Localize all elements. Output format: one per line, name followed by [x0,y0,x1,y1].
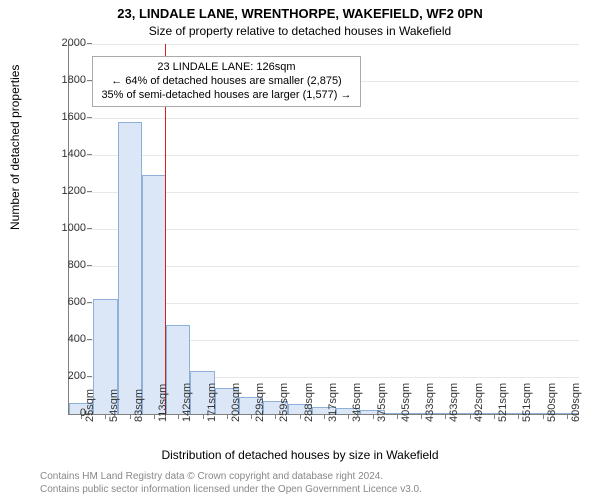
gridline-h [69,118,579,119]
x-tick-label: 113sqm [157,384,169,422]
y-tick-label: 200 [36,370,86,382]
x-tick-label: 288sqm [303,383,315,422]
y-tick-label: 1800 [36,74,86,86]
x-tick-mark [445,414,446,419]
histogram-bar [118,122,142,414]
x-tick-mark [275,414,276,419]
footer-line1: Contains HM Land Registry data © Crown c… [40,471,383,482]
x-tick-mark [470,414,471,419]
x-tick-mark [518,414,519,419]
x-tick-label: 229sqm [254,383,266,422]
y-tick-label: 1400 [36,148,86,160]
annotation-box: 23 LINDALE LANE: 126sqm← 64% of detached… [92,56,360,107]
x-tick-mark [373,414,374,419]
x-tick-label: 609sqm [570,383,582,422]
x-tick-label: 405sqm [400,383,412,422]
footer-line2: Contains public sector information licen… [40,484,422,495]
x-axis-label: Distribution of detached houses by size … [0,448,600,462]
x-tick-label: 346sqm [351,383,363,422]
x-tick-label: 54sqm [108,389,120,422]
x-tick-label: 521sqm [497,383,509,422]
y-tick-label: 1200 [36,185,86,197]
x-tick-mark [421,414,422,419]
x-tick-mark [324,414,325,419]
x-tick-label: 317sqm [327,383,339,422]
x-tick-label: 142sqm [181,383,193,422]
x-tick-label: 463sqm [448,383,460,422]
x-tick-mark [178,414,179,419]
x-tick-label: 433sqm [424,383,436,422]
annotation-line1: 23 LINDALE LANE: 126sqm [101,61,351,75]
x-tick-label: 83sqm [133,389,145,422]
y-tick-label: 800 [36,259,86,271]
x-tick-label: 259sqm [278,383,290,422]
x-tick-label: 551sqm [521,383,533,422]
gridline-h [69,44,579,45]
x-tick-mark [105,414,106,419]
plot-area: 23 LINDALE LANE: 126sqm← 64% of detached… [68,44,579,415]
x-tick-mark [130,414,131,419]
y-axis-label: Number of detached properties [8,65,22,230]
y-tick-label: 400 [36,333,86,345]
x-tick-mark [251,414,252,419]
x-tick-mark [348,414,349,419]
x-tick-mark [154,414,155,419]
annotation-line3: 35% of semi-detached houses are larger (… [101,89,351,103]
x-tick-mark [203,414,204,419]
x-tick-mark [494,414,495,419]
x-tick-label: 375sqm [376,383,388,422]
x-tick-label: 580sqm [546,383,558,422]
y-tick-label: 600 [36,296,86,308]
attribution-footer: Contains HM Land Registry data © Crown c… [40,471,422,496]
y-tick-label: 1000 [36,222,86,234]
x-tick-label: 200sqm [230,383,242,422]
x-tick-mark [397,414,398,419]
x-tick-mark [227,414,228,419]
annotation-line2: ← 64% of detached houses are smaller (2,… [101,75,351,89]
chart-title-line2: Size of property relative to detached ho… [0,24,600,38]
x-tick-label: 492sqm [473,383,485,422]
gridline-h [69,155,579,156]
y-tick-label: 2000 [36,37,86,49]
x-tick-mark [300,414,301,419]
x-tick-label: 171sqm [206,383,218,422]
histogram-bar [142,175,166,414]
x-tick-mark [543,414,544,419]
y-tick-label: 0 [36,407,86,419]
chart-title-line1: 23, LINDALE LANE, WRENTHORPE, WAKEFIELD,… [0,6,600,21]
y-tick-label: 1600 [36,111,86,123]
x-tick-label: 25sqm [84,389,96,422]
x-tick-mark [567,414,568,419]
